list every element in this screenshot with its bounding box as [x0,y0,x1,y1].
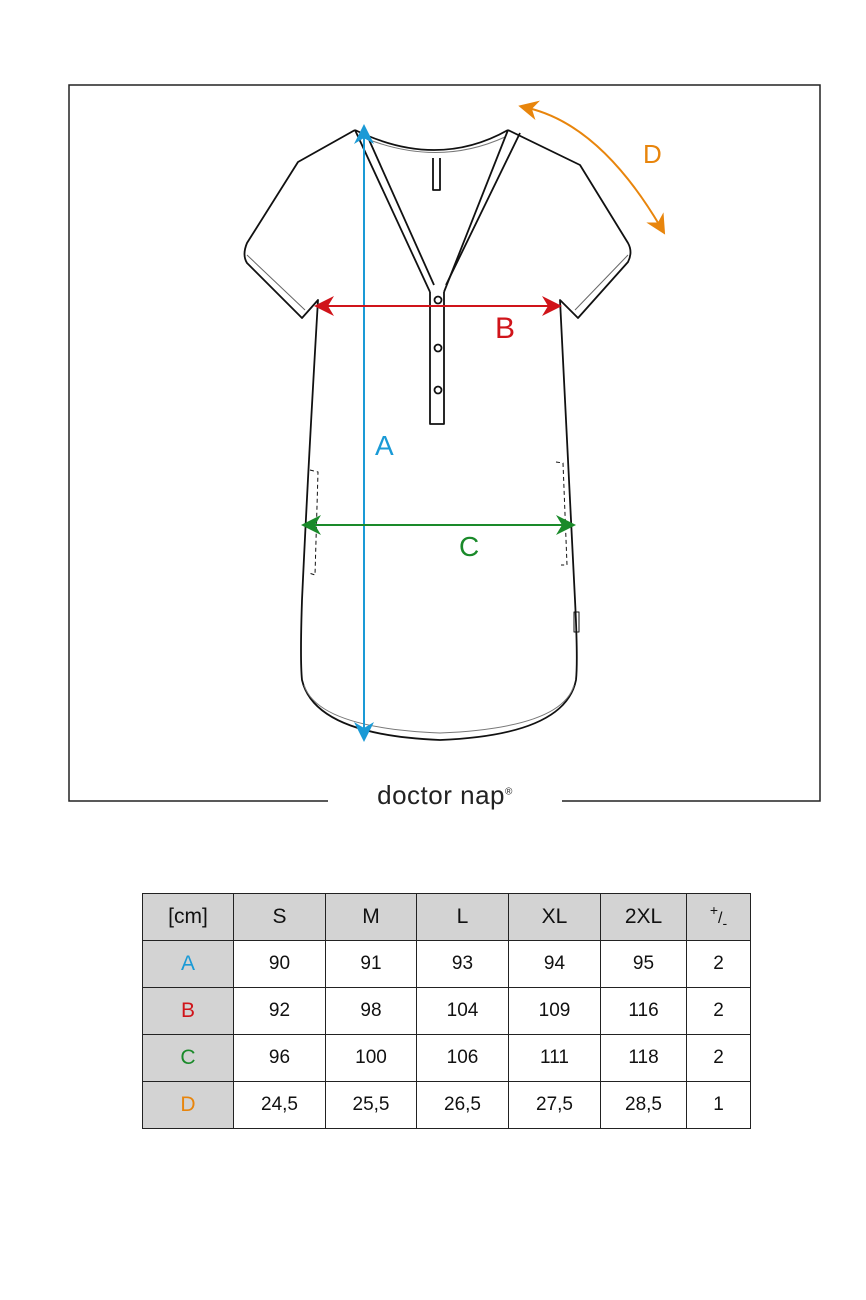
tolerance-cell: 2 [686,1034,751,1082]
table-row: A 90 91 93 94 95 2 [142,940,751,988]
measure-b-label: B [495,312,515,345]
table-cell: 111 [508,1034,601,1082]
size-header: S [233,893,326,941]
size-header: M [325,893,417,941]
table-cell: 106 [416,1034,509,1082]
row-label: C [142,1034,234,1082]
table-cell: 25,5 [325,1081,417,1129]
row-label: A [142,940,234,988]
frame [68,84,821,802]
measure-d-arrow [518,100,666,235]
table-cell: 27,5 [508,1081,601,1129]
tolerance-cell: 1 [686,1081,751,1129]
table-cell: 92 [233,987,326,1035]
dress-outline [243,129,632,741]
table-cell: 94 [508,940,601,988]
brand-name: doctor nap [377,780,505,810]
table-cell: 104 [416,987,509,1035]
table-cell: 28,5 [600,1081,687,1129]
brand-logo: doctor nap® [330,780,560,811]
measure-a-label: A [375,430,394,461]
table-cell: 109 [508,987,601,1035]
table-row: C 96 100 106 111 118 2 [142,1034,751,1082]
tolerance-cell: 2 [686,940,751,988]
table-cell: 93 [416,940,509,988]
table-header-row: [cm] S M L XL 2XL +/- [142,893,751,941]
table-cell: 116 [600,987,687,1035]
table-cell: 24,5 [233,1081,326,1129]
unit-header: [cm] [142,893,234,941]
measure-c-label: C [459,531,479,562]
size-header: XL [508,893,601,941]
tolerance-cell: 2 [686,987,751,1035]
size-table: [cm] S M L XL 2XL +/- A 90 91 93 94 95 2 B 92 98 1… [142,893,751,1129]
table-cell: 90 [233,940,326,988]
table-cell: 26,5 [416,1081,509,1129]
row-label: B [142,987,234,1035]
size-header: 2XL [600,893,687,941]
table-cell: 96 [233,1034,326,1082]
table-cell: 98 [325,987,417,1035]
table-row: D 24,5 25,5 26,5 27,5 28,5 1 [142,1081,751,1129]
table-cell: 95 [600,940,687,988]
registered-mark: ® [505,786,513,798]
table-cell: 91 [325,940,417,988]
table-cell: 100 [325,1034,417,1082]
table-row: B 92 98 104 109 116 2 [142,987,751,1035]
measure-d-label: D [643,139,662,169]
table-cell: 118 [600,1034,687,1082]
tolerance-header: +/- [686,893,751,941]
size-header: L [416,893,509,941]
row-label: D [142,1081,234,1129]
